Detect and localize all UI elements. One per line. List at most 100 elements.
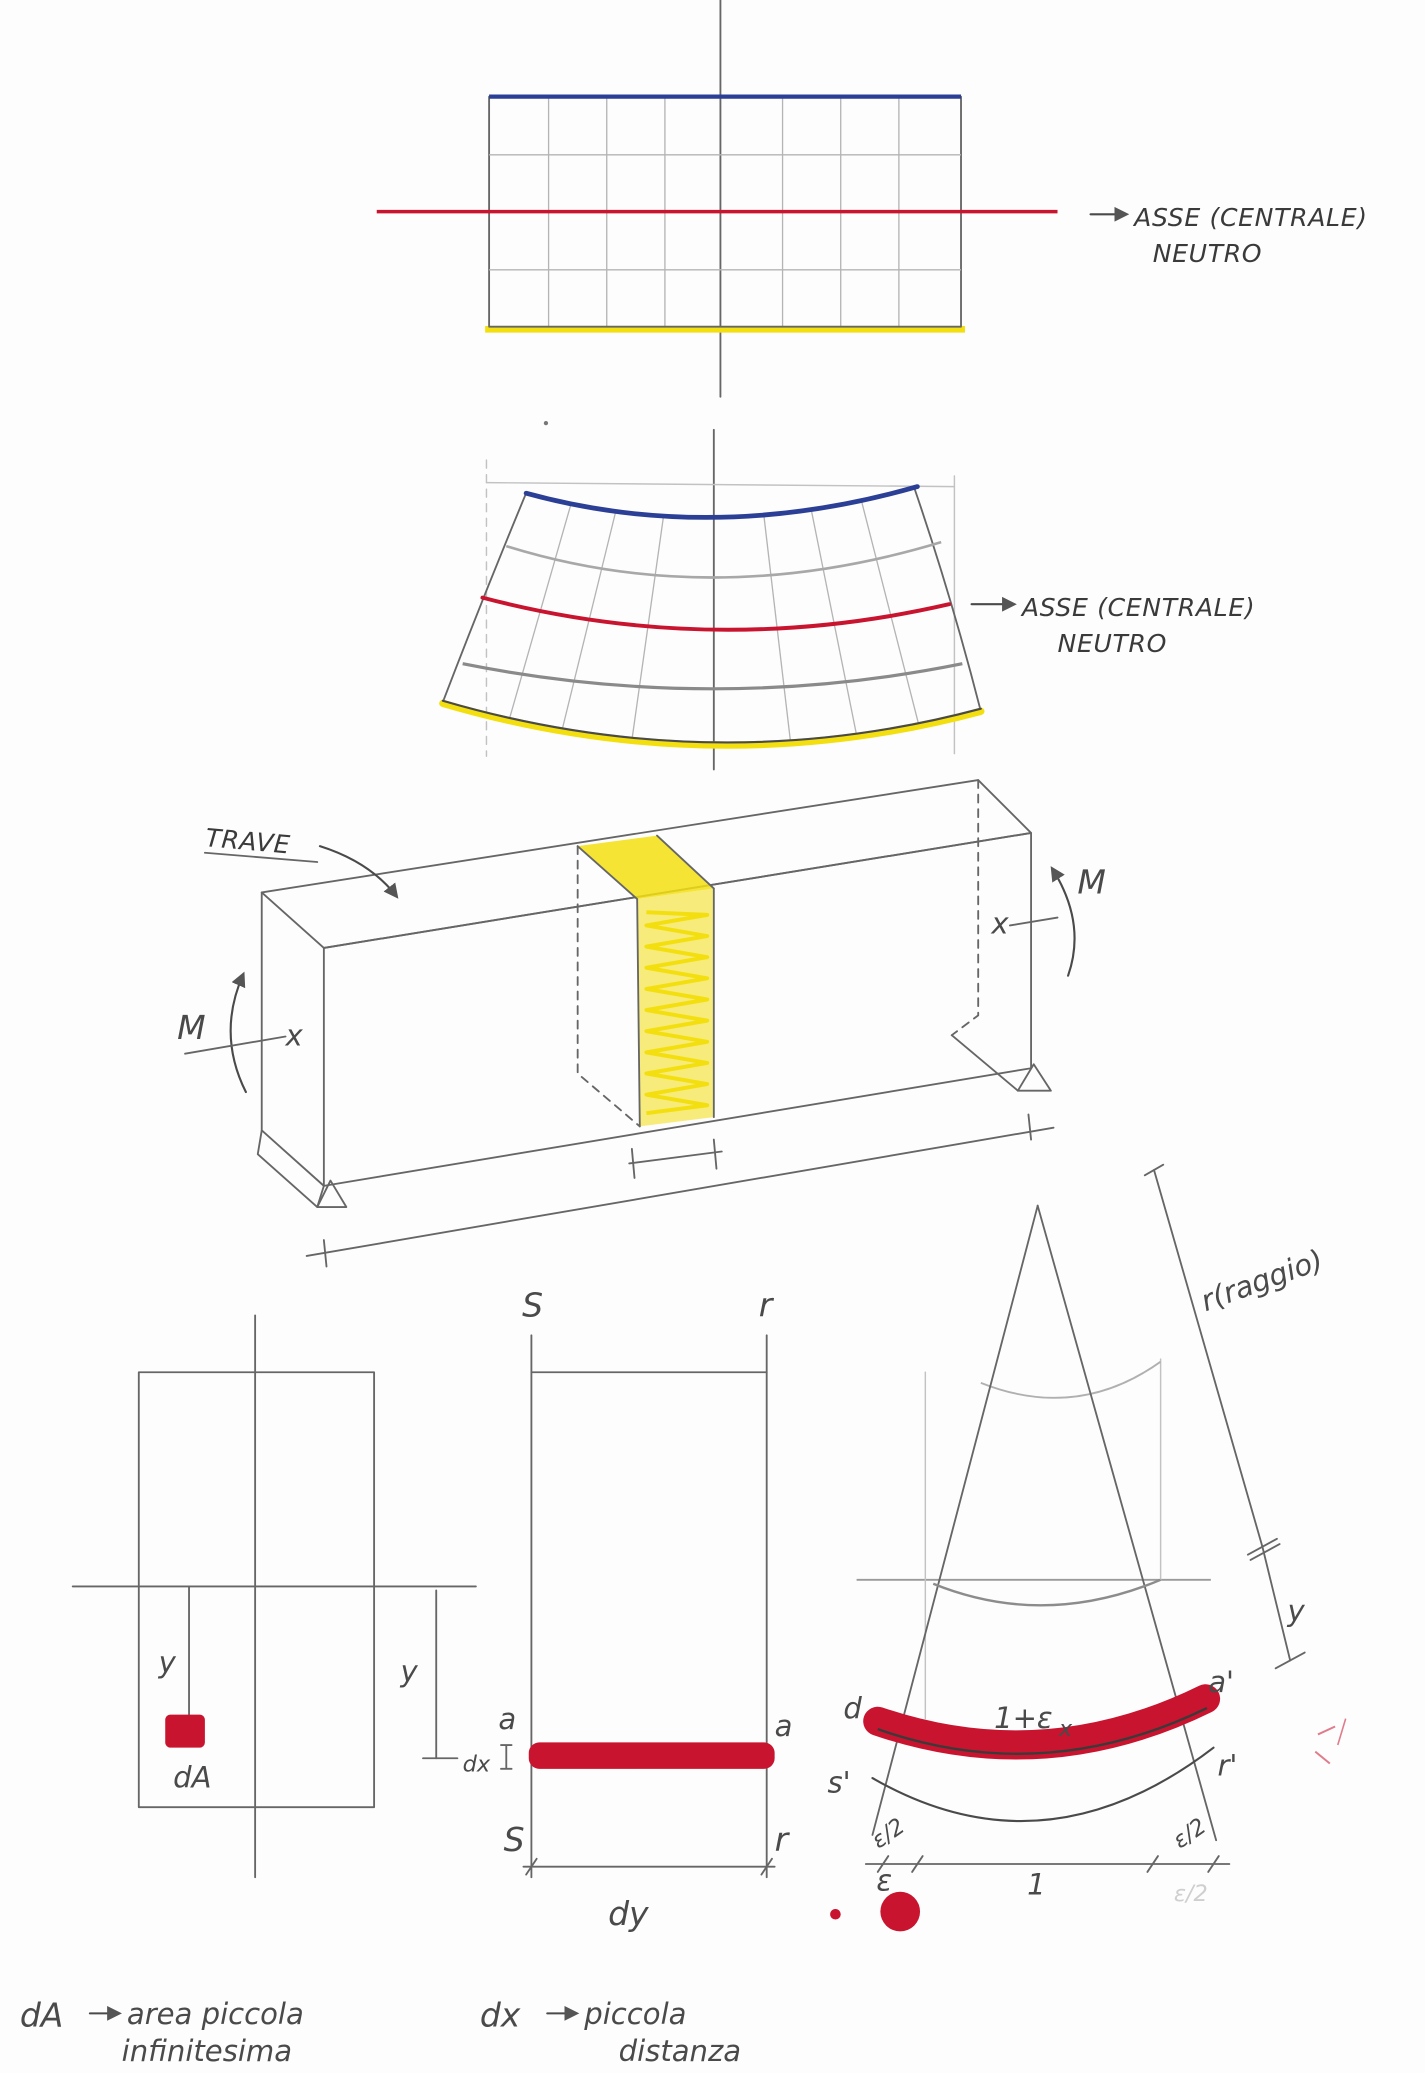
dimension-tick [760, 1857, 773, 1876]
dimension-tick [322, 1239, 328, 1268]
beam-length-dimension [305, 1113, 1055, 1268]
dimension-tick [911, 1855, 924, 1873]
legend-dx-definition: piccola [583, 1997, 686, 2031]
dimension-tick [1146, 1855, 1159, 1873]
strain-label: ε [876, 1863, 892, 1897]
dx-dimension-mark [500, 1744, 513, 1770]
y-dimension-label: y [1287, 1594, 1306, 1628]
area-element [165, 1714, 205, 1748]
dy-label: dy [608, 1894, 649, 1933]
legend-dx-term: dx [480, 1996, 521, 2035]
moment-arrow [229, 971, 247, 1094]
dimension-tick [712, 1138, 718, 1170]
point-a-prime-label: a' [1208, 1665, 1234, 1699]
dimension-line [1153, 1169, 1264, 1548]
beam-diagram: TRAVE M x M x [177, 779, 1106, 1268]
fiber-center-line [877, 1706, 1208, 1755]
construction-line [485, 481, 956, 488]
beam-axis [1009, 916, 1059, 927]
area-element-label: dA [173, 1760, 211, 1794]
point-s-prime-label: s' [828, 1766, 851, 1800]
deformed-fiber-diagram: d a' 1+ε x s' r' ε/2 1 ε/2 ε/2 ε r(raggi… [828, 1163, 1347, 1932]
neutral-axis-label-line2: NEUTRO [1153, 239, 1263, 268]
slice-hatching [644, 910, 710, 1116]
pencil-dot [543, 421, 549, 426]
left-support-triangle [316, 1179, 348, 1208]
y-dimension-line [1261, 1545, 1292, 1662]
moment-label: M [1077, 863, 1106, 902]
dimension-tick [1207, 1855, 1220, 1873]
radius-dimension: r(raggio) y [1143, 1163, 1327, 1670]
area-element-diagram: y dA [71, 1314, 477, 1879]
dimension-tick [1143, 1163, 1165, 1177]
legend-dx-definition-line2: distanza [619, 2034, 741, 2068]
section-grid [489, 96, 962, 328]
ink-dot [830, 1908, 841, 1920]
point-d-label: d [843, 1692, 862, 1726]
point-a-left: a [498, 1702, 516, 1736]
fiber-segment-diagram: S r y a a dx S r dy [400, 1286, 793, 1933]
grid-line [861, 502, 920, 725]
slice-top-face [577, 835, 714, 900]
axis-label: x [285, 1019, 304, 1053]
moment-label: M [177, 1008, 206, 1047]
right-support-triangle [1016, 1063, 1052, 1092]
dimension-tick [1274, 1651, 1306, 1670]
ink-blot [880, 1891, 921, 1932]
slice-edge [636, 898, 641, 1128]
section-right-side [913, 488, 982, 713]
neutral-axis-label: ASSE (CENTRALE) [1020, 593, 1256, 622]
neutral-arc [932, 1578, 1162, 1607]
smudge-mark [1336, 1718, 1347, 1746]
point-r-prime-label: r' [1217, 1748, 1237, 1782]
dimension-tick [1249, 1543, 1281, 1561]
legend: dA area piccola infinitesima dx piccola … [20, 1996, 741, 2068]
slice-edge [656, 834, 715, 890]
section-r-bottom-label: r [775, 1820, 791, 1859]
slice-width-dimension [628, 1138, 723, 1179]
axis-label: x [990, 906, 1009, 940]
left-moment: M x [177, 971, 304, 1094]
dimension-tick [876, 1855, 890, 1873]
slice-edge [576, 845, 639, 900]
cross-section-diagram: ASSE (CENTRALE) NEUTRO [376, 0, 1368, 398]
right-moment: M x [990, 863, 1106, 977]
section-outline [137, 1371, 376, 1809]
legend-dA-definition: area piccola [127, 1997, 304, 2031]
smudge-mark [1317, 1725, 1336, 1736]
dimension-line [628, 1150, 723, 1165]
grid-curve [505, 540, 942, 579]
radius-line-right [1036, 1204, 1218, 1842]
section-s-label: S [522, 1286, 543, 1325]
left-support [256, 1129, 325, 1208]
bottom-arc [871, 1746, 1215, 1823]
bottom-fiber-curve [439, 699, 985, 749]
beam-axis [184, 1035, 287, 1055]
fiber-element [528, 1742, 775, 1769]
section-r-label: r [759, 1286, 775, 1325]
neutral-axis-label: ASSE (CENTRALE) [1132, 203, 1368, 232]
half-strain-left-label: ε/2 [867, 1813, 910, 1854]
bottom-fiber-edge [441, 699, 982, 744]
neutral-axis-curve [480, 595, 952, 632]
ink-smudge [1314, 1718, 1347, 1765]
bent-section-diagram: ASSE (CENTRALE) NEUTRO [439, 421, 1256, 771]
legend-dA-definition-line2: infinitesima [122, 2034, 292, 2068]
half-strain-faded-label: ε/2 [1174, 1881, 1208, 1907]
hidden-edge [950, 779, 980, 1037]
legend-dA-term: dA [20, 1996, 64, 2035]
grid-curve [462, 662, 963, 691]
moment-arrow [1050, 866, 1076, 977]
dimension-line [305, 1126, 1055, 1257]
top-arc [980, 1360, 1162, 1399]
dx-label: dx [463, 1751, 491, 1777]
point-a-right: a [775, 1709, 793, 1743]
section-s-bottom-label: S [504, 1820, 525, 1859]
smudge-mark [1314, 1750, 1331, 1765]
y-dimension-label: y [400, 1655, 419, 1689]
radius-label: r(raggio) [1196, 1243, 1327, 1318]
slice-hidden-edge [576, 845, 641, 1128]
top-fiber-curve [523, 484, 920, 520]
dimension-tick [1027, 1113, 1033, 1141]
